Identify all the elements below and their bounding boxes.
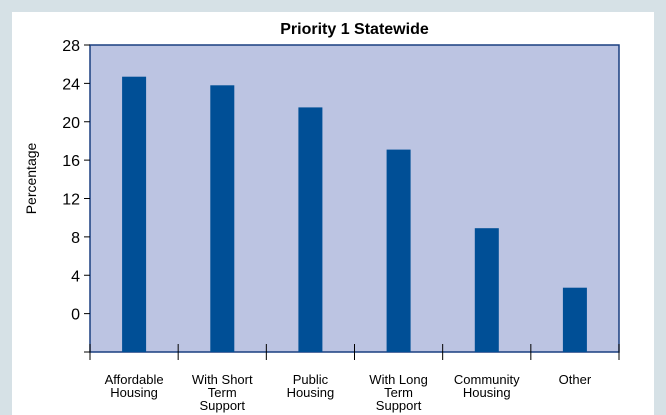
x-tick-label-line: Community — [454, 372, 520, 387]
y-tick-label: 16 — [62, 153, 80, 170]
bar-group — [122, 76, 587, 353]
x-tick-label: With Long Term Support — [369, 372, 428, 413]
bar-2 — [298, 107, 323, 353]
x-tick-label: With Short Term Support — [192, 372, 253, 413]
y-tick-label: 12 — [62, 192, 80, 209]
y-tick-label: 28 — [62, 38, 80, 55]
x-tick-label-line: Other — [559, 372, 592, 387]
x-tick-label: Public Housing — [287, 372, 335, 400]
x-tick-label: Community Housing — [454, 372, 520, 400]
x-tick-label-line: Housing — [287, 385, 335, 400]
bar-4 — [474, 228, 499, 352]
x-tick-label-line: Term — [384, 385, 413, 400]
y-tick-label: 24 — [62, 76, 80, 93]
plot-area — [89, 44, 620, 353]
x-tick-label-line: Support — [376, 398, 422, 413]
bar-0 — [122, 76, 147, 352]
y-tick-label: 4 — [71, 268, 80, 285]
x-tick-label-line: Housing — [110, 385, 158, 400]
y-tick-label: 0 — [71, 307, 80, 324]
x-tick-label-line: Term — [208, 385, 237, 400]
bar-5 — [562, 287, 587, 352]
x-tick-label-line: Public — [293, 372, 329, 387]
x-tick-label-line: Affordable — [105, 372, 164, 387]
x-tick-label-line: Support — [199, 398, 245, 413]
x-tick-label-line: With Short — [192, 372, 253, 387]
x-tick-label-line: With Long — [369, 372, 428, 387]
y-tick-label: 8 — [71, 230, 80, 247]
bar-1 — [210, 85, 235, 353]
y-tick-label: 20 — [62, 115, 80, 132]
y-axis-label: Percentage — [23, 142, 39, 214]
x-tick-label: Other — [559, 372, 592, 387]
bar-3 — [386, 149, 411, 352]
x-tick-label: Affordable Housing — [105, 372, 164, 400]
chart-panel: 0 4 8 12 16 20 24 28 Affordable Housing With Short… — [12, 12, 654, 415]
x-tick-label-line: Housing — [463, 385, 511, 400]
chart-title: Priority 1 Statewide — [280, 21, 429, 38]
